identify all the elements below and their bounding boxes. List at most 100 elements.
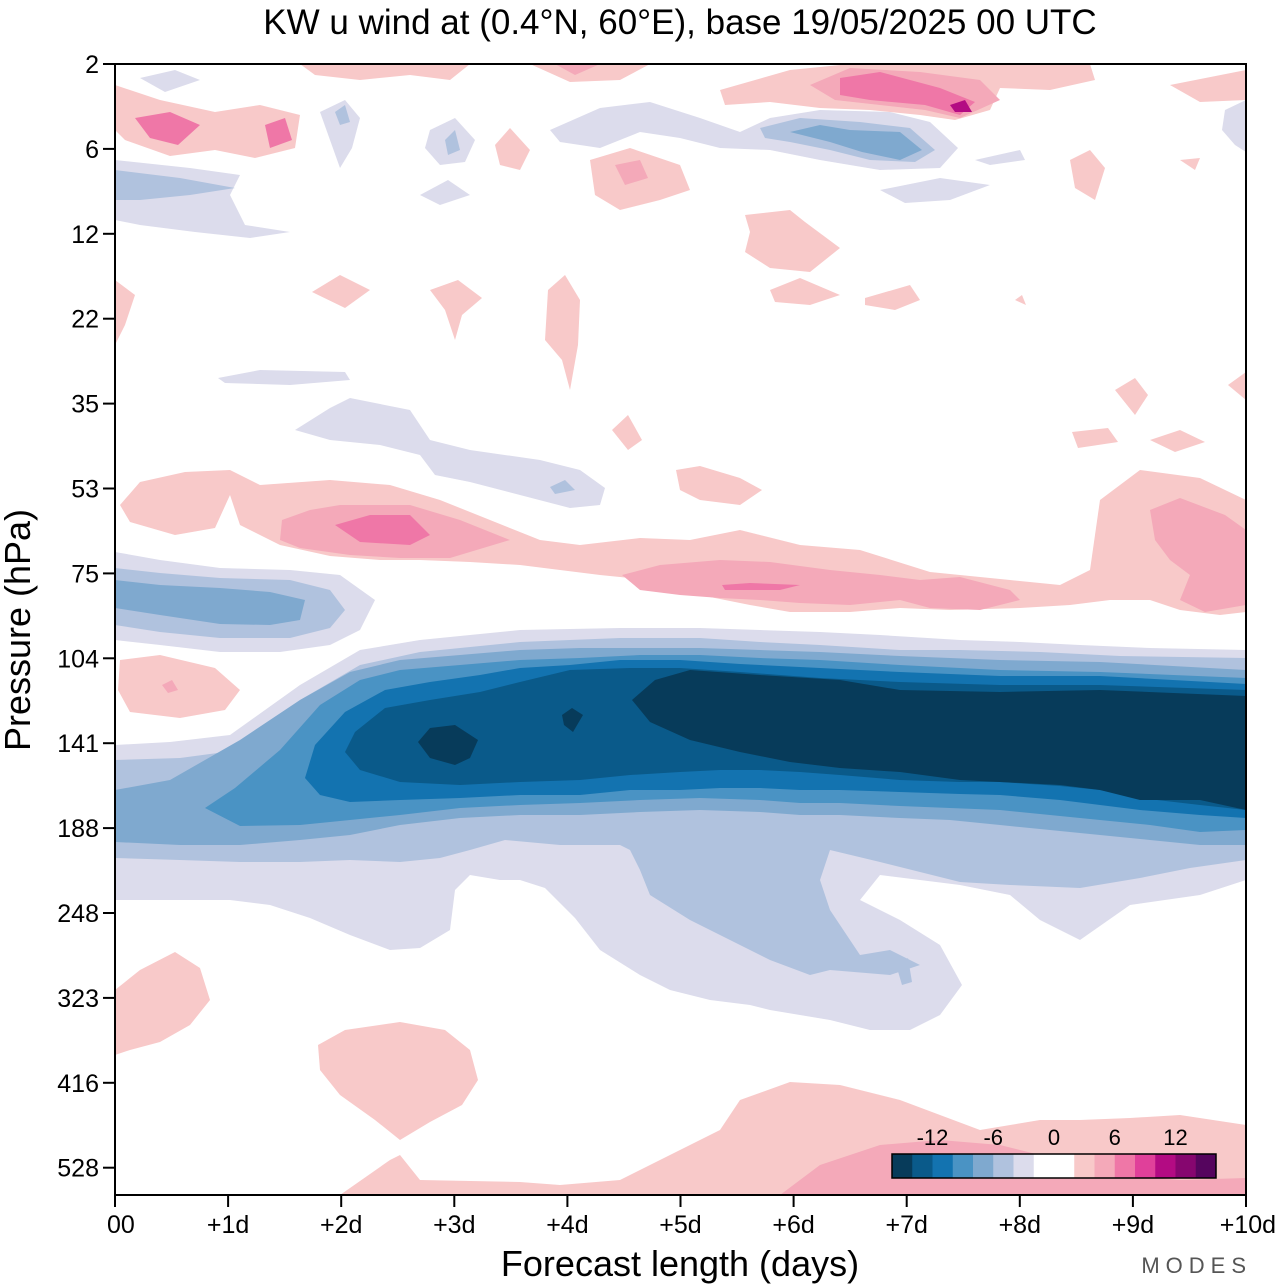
contour-pos-small-6 [1180,158,1200,170]
y-tick-label: 2 [85,51,99,79]
x-tick-label: +6d [772,1211,814,1239]
colorbar-swatch [1135,1154,1156,1178]
contour-neg-right-edge [1222,100,1246,152]
colorbar-swatch [1013,1154,1035,1178]
colorbar-tick-label: 6 [1109,1125,1121,1150]
contour-neg-lower-dot [897,958,912,985]
contour-pos-mid-f [430,280,482,340]
colorbar-swatch [1054,1154,1075,1178]
contour-pos-mid-top [495,128,530,170]
x-tick-label: +3d [433,1211,475,1239]
chart-title: KW u wind at (0.4°N, 60°E), base 19/05/2… [263,3,1096,42]
contour-neg-lowstrat-3 [115,580,305,625]
y-tick-label: 104 [57,645,99,673]
x-tick-label: +2d [320,1211,362,1239]
contour-pos-mid-g [545,275,580,390]
contour-pos-mid-c [865,285,920,310]
y-tick-label: 53 [71,476,99,504]
x-tick-label: 00 [107,1211,135,1239]
x-axis: 00 +1d +2d +3d +4d +5d +6d +7d +8d +9d +10d [107,1195,1276,1239]
contour-fill-layer [115,64,1246,1195]
contour-neg-upper-band-4 [880,178,990,203]
contour-pos-band-5 [722,583,800,590]
y-tick-label: 6 [85,136,99,164]
contour-pos-mid-top3 [615,160,648,185]
contour-neg-mid-b [295,398,605,508]
x-axis-label: Forecast length (days) [501,1243,859,1284]
y-tick-label: 188 [57,815,99,843]
colorbar-tick-label: -12 [917,1125,949,1150]
contour-pos-mid-k [1072,428,1118,448]
colorbar-swatch [912,1154,933,1178]
contour-neg-upper-band-3 [790,125,922,160]
x-tick-label: +10d [1220,1211,1276,1239]
colorbar-swatch [1155,1154,1176,1178]
contour-pos-top2 [530,64,650,82]
y-tick-label: 75 [71,560,99,588]
contour-neg-left-band-2 [115,170,235,200]
contour-neg-mid-a [218,370,350,385]
contour-pos-mid-i [612,415,642,450]
colorbar-tick-label: 0 [1048,1125,1060,1150]
colorbar-swatch [932,1154,954,1178]
x-tick-label: +4d [546,1211,588,1239]
contour-pos-low-left [115,952,210,1055]
contour-neg-jet-core-a [418,725,478,765]
contour-pos-top-left-2 [135,112,200,145]
contour-pos-mid-j [1115,378,1148,415]
contour-pos-mid-h [1015,295,1026,305]
contour-neg-top-left [140,70,200,92]
y-tick-label: 141 [57,730,99,758]
colorbar-tick-label: -6 [983,1125,1003,1150]
contour-pos-upper-right-4 [950,100,972,112]
colorbar-swatch [973,1154,994,1178]
modes-watermark: MODES [1141,1253,1252,1278]
x-tick-label: +9d [1112,1211,1154,1239]
x-tick-label: +7d [885,1211,927,1239]
contour-pos-upper-right-3 [840,72,975,115]
colorbar-swatch [1114,1154,1136,1178]
contour-pos-left-104b [162,680,178,693]
contour-pos-mid-l [1150,430,1205,452]
y-tick-label: 12 [71,221,99,249]
contour-pos-band-6 [1150,498,1246,612]
contour-pos-band-3 [335,515,430,545]
contour-neg-small-3 [420,180,470,205]
contour-neg-mid-c [550,480,575,494]
colorbar-swatch [1094,1154,1116,1178]
colorbar-swatch [892,1154,913,1178]
contour-neg-small-4 [975,150,1025,165]
contour-pos-mid-d [115,280,135,345]
colorbar-swatch [1074,1154,1095,1178]
contour-pos-left-104 [118,655,240,718]
y-tick-label: 323 [57,985,99,1013]
y-tick-label: 528 [57,1155,99,1183]
y-tick-label: 35 [71,391,99,419]
y-tick-label: 248 [57,900,99,928]
contour-neg-small-1b [335,105,350,125]
contour-pos-mid-b [770,278,840,305]
contour-neg-jet-core-b [562,708,583,732]
contour-pos-top [300,64,470,80]
colorbar-swatch [1033,1154,1055,1178]
contour-pos-small-5 [1070,150,1105,200]
contour-pos-top3 [555,64,600,75]
colorbar-swatch [952,1154,974,1178]
y-tick-label: 22 [71,306,99,334]
contour-pos-mid-m [1228,372,1246,400]
contour-pos-top-left-3 [265,118,292,148]
contour-pos-low-mid [318,1022,478,1140]
colorbar-frame [891,1153,1217,1179]
x-tick-label: +8d [999,1211,1041,1239]
contour-neg-small-1 [320,100,360,168]
y-axis: 2 6 12 22 35 53 75 104 141 188 248 323 416 528 [57,51,115,1183]
contour-pos-band-dot [676,466,762,505]
y-axis-label: Pressure (hPa) [0,509,38,751]
contour-pos-mid-e [312,275,370,308]
y-tick-label: 416 [57,1070,99,1098]
contour-neg-jet-7 [632,670,1246,810]
colorbar-tick-label: 12 [1163,1125,1187,1150]
x-tick-label: +1d [207,1211,249,1239]
contour-neg-small-2b [445,130,460,155]
